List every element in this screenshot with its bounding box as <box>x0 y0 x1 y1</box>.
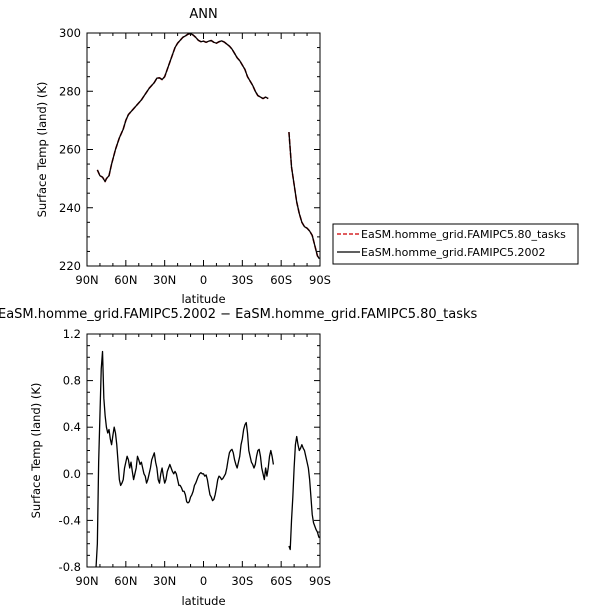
y-axis: -0.8 -0.4 0.0 0.4 0.8 1.2 <box>59 327 320 574</box>
series-line <box>95 350 275 568</box>
y-axis: 220 240 260 280 300 <box>59 26 320 273</box>
x-tick-label: 0 <box>200 273 207 287</box>
chart-title: ANN <box>189 7 217 22</box>
x-tick-label: 60N <box>114 574 137 588</box>
y-tick-label: 220 <box>59 259 81 273</box>
y-tick-label: -0.4 <box>59 513 81 527</box>
x-tick-label: 60S <box>270 574 292 588</box>
y-tick-label: 0.0 <box>63 467 81 481</box>
y-tick-label: 240 <box>59 201 81 215</box>
x-tick-label: 30S <box>231 574 253 588</box>
chart-panel-bottom: EaSM.homme_grid.FAMIPC5.2002 − EaSM.homm… <box>0 307 478 608</box>
series-line <box>96 32 269 183</box>
y-tick-label: 0.8 <box>63 374 81 388</box>
x-tick-label: 90N <box>75 273 98 287</box>
x-axis: 90N 60N 30N 0 30S 60S 90S <box>75 33 331 287</box>
x-axis: 90N 60N 30N 0 30S 60S 90S <box>75 334 331 588</box>
x-tick-label: 90S <box>309 574 331 588</box>
x-tick-label: 90N <box>75 574 98 588</box>
y-tick-label: 280 <box>59 84 81 98</box>
series-lines <box>95 350 320 568</box>
x-axis-title: latitude <box>181 292 225 306</box>
series-line <box>288 131 321 260</box>
x-tick-label: 90S <box>309 273 331 287</box>
y-tick-label: 1.2 <box>63 327 81 341</box>
y-axis-title: Surface Temp (land) (K) <box>35 82 49 218</box>
x-tick-label: 0 <box>200 574 207 588</box>
y-tick-label: 260 <box>59 143 81 157</box>
plot-frame <box>86 32 321 267</box>
x-axis-title: latitude <box>181 594 225 608</box>
plot-frame <box>86 333 321 568</box>
x-tick-label: 60S <box>270 273 292 287</box>
legend-box <box>332 223 579 265</box>
y-tick-label: 0.4 <box>63 420 81 434</box>
legend-entry-series-2: EaSM.homme_grid.FAMIPC5.2002 <box>361 246 545 259</box>
legend: EaSM.homme_grid.FAMIPC5.80_tasks EaSM.ho… <box>332 223 579 265</box>
y-tick-label: -0.8 <box>59 560 81 574</box>
legend-entry-series-1: EaSM.homme_grid.FAMIPC5.80_tasks <box>361 228 566 241</box>
chart-title: EaSM.homme_grid.FAMIPC5.2002 − EaSM.homm… <box>0 307 478 322</box>
series-line <box>288 131 320 260</box>
x-tick-label: 30N <box>153 273 176 287</box>
chart-panel-top: ANN 90N 60N 30N 0 30S 60S 90S 220240260280300 … <box>35 7 579 306</box>
plot-area <box>86 32 321 267</box>
x-tick-label: 60N <box>114 273 137 287</box>
x-tick-label: 30S <box>231 273 253 287</box>
y-tick-label: 300 <box>59 26 81 40</box>
series-line <box>288 435 320 551</box>
y-axis-title: Surface Temp (land) (K) <box>29 383 43 519</box>
series-lines <box>96 32 321 260</box>
series-line <box>96 32 269 183</box>
plot-area <box>86 333 321 568</box>
x-tick-label: 30N <box>153 574 176 588</box>
